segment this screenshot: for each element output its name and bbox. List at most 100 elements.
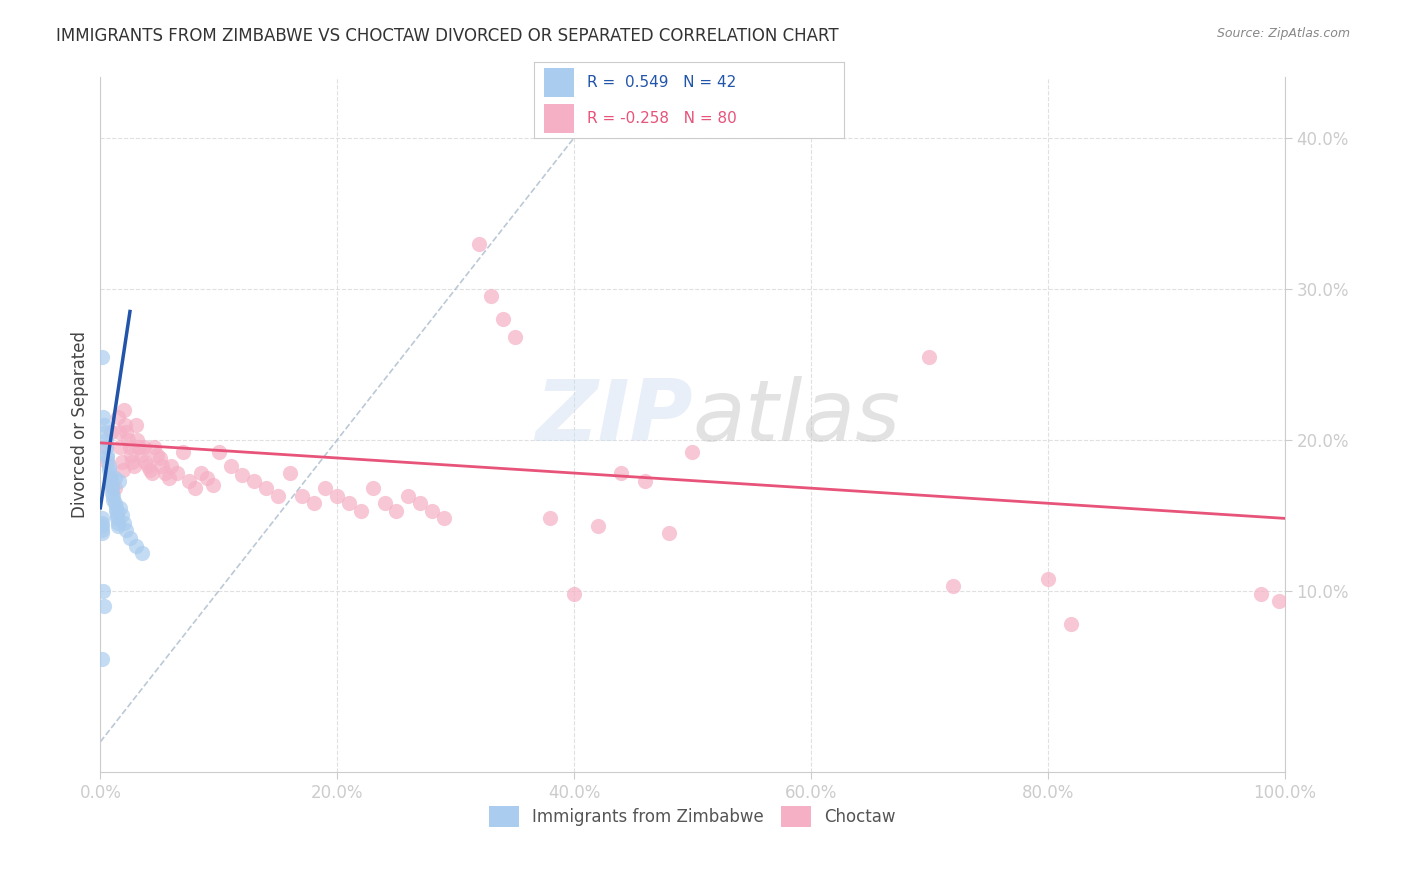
Point	[115, 425, 138, 440]
Point	[125, 433, 148, 447]
Point	[94, 425, 117, 440]
Point	[117, 433, 139, 447]
Point	[942, 579, 965, 593]
Point	[1250, 587, 1272, 601]
Point	[179, 474, 201, 488]
Legend: Immigrants from Zimbabwe, Choctaw: Immigrants from Zimbabwe, Choctaw	[482, 799, 903, 833]
Point	[110, 500, 132, 515]
Point	[122, 458, 145, 473]
Point	[201, 478, 224, 492]
Point	[110, 441, 132, 455]
Point	[121, 455, 143, 469]
Point	[658, 526, 681, 541]
Point	[918, 350, 941, 364]
Point	[361, 481, 384, 495]
Point	[105, 508, 128, 523]
Point	[96, 433, 118, 447]
Point	[101, 481, 124, 495]
Point	[385, 504, 408, 518]
Point	[103, 481, 125, 495]
Point	[1060, 617, 1083, 632]
Point	[254, 481, 277, 495]
Text: R = -0.258   N = 80: R = -0.258 N = 80	[586, 111, 737, 126]
Point	[374, 496, 396, 510]
Point	[184, 481, 207, 495]
Point	[90, 350, 112, 364]
Point	[96, 441, 118, 455]
Point	[479, 289, 502, 303]
Point	[90, 519, 112, 533]
Point	[90, 511, 112, 525]
Point	[90, 526, 112, 541]
Point	[101, 485, 124, 500]
Point	[118, 441, 141, 455]
Point	[134, 455, 156, 469]
Point	[114, 417, 136, 432]
Point	[104, 504, 127, 518]
Text: atlas: atlas	[692, 376, 900, 458]
Point	[98, 467, 121, 482]
Point	[503, 330, 526, 344]
Point	[105, 511, 128, 525]
Point	[409, 496, 432, 510]
FancyBboxPatch shape	[544, 104, 575, 133]
Point	[98, 470, 121, 484]
Point	[96, 450, 118, 465]
Point	[103, 493, 125, 508]
Point	[90, 652, 112, 666]
Point	[90, 524, 112, 538]
Point	[115, 524, 138, 538]
Text: IMMIGRANTS FROM ZIMBABWE VS CHOCTAW DIVORCED OR SEPARATED CORRELATION CHART: IMMIGRANTS FROM ZIMBABWE VS CHOCTAW DIVO…	[56, 27, 839, 45]
Point	[634, 474, 657, 488]
Point	[291, 489, 314, 503]
Point	[208, 445, 231, 459]
Point	[125, 539, 148, 553]
Point	[396, 489, 419, 503]
Point	[131, 546, 153, 560]
Point	[101, 478, 124, 492]
Point	[108, 474, 131, 488]
Point	[337, 496, 360, 510]
Point	[350, 504, 373, 518]
Point	[91, 583, 114, 598]
Point	[93, 417, 115, 432]
Point	[562, 587, 585, 601]
Point	[468, 236, 491, 251]
Point	[103, 496, 125, 510]
Text: Source: ZipAtlas.com: Source: ZipAtlas.com	[1216, 27, 1350, 40]
Point	[190, 466, 212, 480]
Point	[111, 463, 134, 477]
Point	[610, 466, 633, 480]
Point	[97, 458, 120, 473]
Point	[166, 466, 188, 480]
Point	[681, 445, 703, 459]
Point	[96, 441, 118, 455]
Point	[134, 441, 156, 455]
Point	[139, 463, 162, 477]
Text: ZIP: ZIP	[534, 376, 692, 458]
Point	[97, 463, 120, 477]
Point	[267, 489, 290, 503]
Point	[157, 470, 180, 484]
Point	[314, 481, 336, 495]
Point	[172, 445, 194, 459]
Point	[586, 519, 609, 533]
Point	[98, 470, 121, 484]
Point	[326, 489, 349, 503]
Point	[108, 425, 131, 440]
Point	[112, 402, 135, 417]
Point	[107, 516, 129, 530]
Point	[278, 466, 301, 480]
Point	[96, 448, 118, 462]
Point	[104, 500, 127, 515]
Point	[1267, 594, 1289, 608]
Point	[91, 410, 114, 425]
Point	[136, 458, 159, 473]
Point	[131, 448, 153, 462]
Point	[433, 511, 456, 525]
Point	[492, 312, 515, 326]
Text: R =  0.549   N = 42: R = 0.549 N = 42	[586, 75, 737, 90]
Point	[103, 489, 125, 503]
Point	[1036, 572, 1059, 586]
Point	[100, 474, 122, 488]
